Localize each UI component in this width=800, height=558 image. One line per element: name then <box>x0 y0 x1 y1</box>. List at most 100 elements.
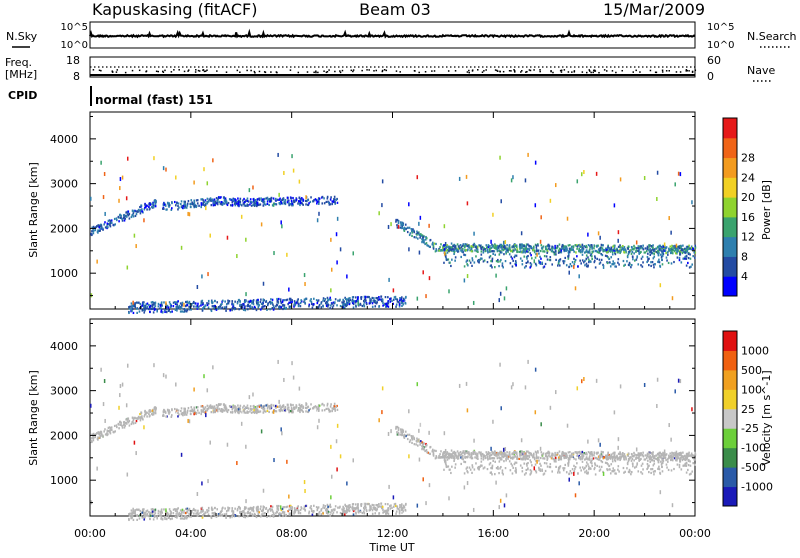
power-pixel <box>457 251 459 253</box>
velocity-pixel <box>233 510 235 512</box>
power-pixel <box>91 230 93 232</box>
power-pixel <box>591 255 593 257</box>
velocity-pixel <box>312 514 314 516</box>
nave-point <box>206 69 208 71</box>
power-pixel <box>637 250 639 252</box>
power-pixel <box>247 204 249 206</box>
power-pixel <box>521 243 523 245</box>
power-pixel <box>661 259 663 261</box>
power-pixel <box>247 304 249 306</box>
power-pixel <box>337 300 339 302</box>
power-pixel <box>317 302 319 304</box>
power-pixel <box>196 205 198 207</box>
velocity-pixel <box>403 505 405 507</box>
velocity-pixel <box>322 512 324 514</box>
power-pixel <box>470 262 472 264</box>
power-pixel <box>417 175 419 179</box>
power-pixel <box>643 248 645 250</box>
power-pixel <box>140 303 142 305</box>
power-pixel <box>483 249 485 251</box>
velocity-pixel <box>279 409 281 411</box>
power-pixel <box>451 242 453 244</box>
noise-trace <box>90 32 695 37</box>
power-pixel <box>336 232 338 236</box>
power-pixel <box>189 301 191 303</box>
velocity-pixel <box>411 442 413 444</box>
power-pixel <box>481 250 483 252</box>
power-pixel <box>186 310 188 312</box>
power-pixel <box>149 207 151 209</box>
power-pixel <box>241 204 243 206</box>
power-pixel <box>540 250 542 252</box>
velocity-pixel <box>251 408 253 410</box>
power-pixel <box>396 224 398 226</box>
power-pixel <box>216 200 218 202</box>
velocity-pixel <box>323 504 325 506</box>
power-pixel <box>550 199 552 203</box>
power-pixel <box>669 249 671 251</box>
power-pixel <box>169 301 171 303</box>
power-pixel <box>545 263 547 265</box>
power-pixel <box>586 258 588 260</box>
power-pixel <box>491 250 493 252</box>
power-pixel <box>417 297 419 301</box>
power-pixel <box>549 248 551 250</box>
power-pixel <box>684 251 686 253</box>
power-pixel <box>650 265 652 267</box>
power-pixel <box>653 264 655 266</box>
power-pixel <box>207 198 209 200</box>
velocity-pixel <box>192 410 194 412</box>
power-pixel <box>637 263 639 265</box>
power-pixel <box>247 308 249 310</box>
velocity-pixel <box>666 463 668 465</box>
power-pixel <box>492 258 494 260</box>
velocity-pixel <box>128 513 130 515</box>
power-pixel <box>596 258 598 260</box>
velocity-pixel <box>421 445 423 447</box>
power-pixel <box>299 180 301 184</box>
nave-point <box>509 70 511 72</box>
power-pixel <box>640 264 642 266</box>
velocity-pixel <box>148 511 150 513</box>
power-pixel <box>209 234 211 238</box>
velocity-pixel <box>568 451 570 453</box>
nave-point <box>353 69 355 71</box>
power-pixel <box>237 302 239 304</box>
power-pixel <box>389 298 391 300</box>
velocity-pixel <box>313 505 315 507</box>
power-pixel <box>251 205 253 207</box>
colorbar-segment <box>723 237 737 257</box>
power-pixel <box>239 201 241 203</box>
power-pixel <box>353 306 355 308</box>
power-pixel <box>148 203 150 205</box>
power-pixel <box>294 302 296 304</box>
power-pixel <box>327 299 329 301</box>
power-pixel <box>297 302 299 304</box>
power-pixel <box>321 306 323 308</box>
power-pixel <box>694 245 696 247</box>
power-pixel <box>568 258 570 260</box>
velocity-pixel <box>168 515 170 517</box>
power-pixel <box>142 303 144 305</box>
power-pixel <box>575 286 577 290</box>
power-pixel <box>166 311 168 313</box>
colorbar-segment <box>723 217 737 237</box>
velocity-pixel <box>251 412 253 414</box>
velocity-pixel <box>519 452 521 454</box>
power-pixel <box>367 296 369 298</box>
power-pixel <box>152 305 154 307</box>
power-pixel <box>219 307 221 309</box>
power-pixel <box>409 227 411 229</box>
power-pixel <box>665 252 667 254</box>
power-pixel <box>269 200 271 202</box>
velocity-pixel <box>253 409 255 411</box>
power-pixel <box>156 310 158 312</box>
power-pixel <box>454 260 456 262</box>
power-pixel <box>135 215 137 217</box>
velocity-pixel <box>363 511 365 513</box>
velocity-pixel <box>269 508 271 510</box>
velocity-pixel <box>234 406 236 408</box>
power-pixel <box>123 214 125 216</box>
power-pixel <box>510 256 512 258</box>
power-pixel <box>504 245 506 247</box>
